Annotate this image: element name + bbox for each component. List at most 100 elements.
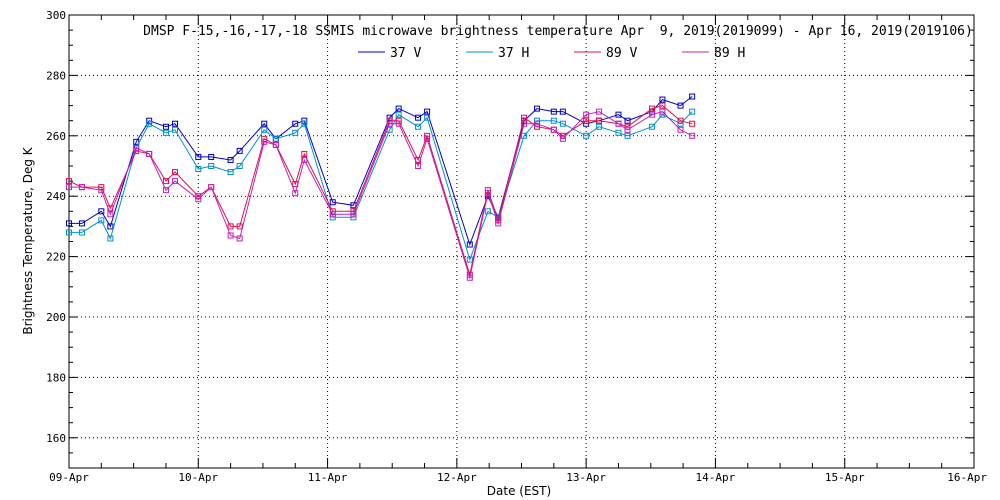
data-point-marker <box>162 129 169 136</box>
data-point-marker <box>534 123 541 130</box>
y-axis-title: Brightness Temperature, Deg K <box>21 146 35 334</box>
data-point-marker <box>386 114 393 121</box>
y-tick-label: 220 <box>46 251 66 264</box>
x-tick-label: 16-Apr <box>947 471 987 484</box>
data-point-marker <box>78 220 85 227</box>
data-point-marker <box>495 220 502 227</box>
data-point-marker <box>272 135 279 142</box>
data-point-marker <box>227 156 234 163</box>
data-point-marker <box>292 120 299 127</box>
data-point-marker <box>227 223 234 230</box>
data-point-marker <box>550 126 557 133</box>
data-point-marker <box>162 178 169 185</box>
series-line <box>68 105 693 277</box>
data-point-marker <box>583 117 590 124</box>
data-point-marker <box>98 187 105 194</box>
data-point-marker <box>583 132 590 139</box>
data-point-marker <box>208 184 215 191</box>
data-point-marker <box>195 153 202 160</box>
data-point-marker <box>172 169 179 176</box>
data-point-marker <box>172 126 179 133</box>
x-tick-label: 09-Apr <box>49 471 89 484</box>
series-37-h <box>66 108 696 263</box>
data-point-marker <box>550 108 557 115</box>
data-point-marker <box>415 163 422 169</box>
data-point-marker <box>66 220 72 227</box>
data-point-marker <box>689 108 696 115</box>
data-point-marker <box>272 141 279 148</box>
legend-label: 89 V <box>606 46 637 61</box>
data-point-marker <box>386 120 393 127</box>
series-89-h <box>66 108 696 281</box>
data-point-marker <box>146 150 153 157</box>
data-point-marker <box>133 138 140 145</box>
data-point-marker <box>261 120 268 127</box>
y-tick-label: 200 <box>46 311 66 324</box>
series-line <box>69 111 693 280</box>
y-tick-label: 180 <box>46 371 66 384</box>
data-point-marker <box>227 169 234 176</box>
data-point-marker <box>521 114 528 121</box>
data-point-marker <box>624 126 631 133</box>
data-point-marker <box>261 138 268 145</box>
data-point-marker <box>107 211 114 218</box>
data-point-marker <box>301 120 308 127</box>
data-point-marker <box>466 274 473 281</box>
y-tick-label: 280 <box>46 69 66 82</box>
grid-lines <box>69 15 974 468</box>
data-point-marker <box>66 184 72 191</box>
chart-title: DMSP F-15,-16,-17,-18 SSMIS microwave br… <box>143 24 973 39</box>
legend: 37 V 37 H 89 V 89 H <box>358 46 745 61</box>
data-point-marker <box>550 117 557 124</box>
data-point-marker <box>98 184 105 191</box>
data-point-marker <box>301 150 308 157</box>
data-point-marker <box>424 114 431 121</box>
data-point-marker <box>292 190 299 197</box>
data-point-marker <box>227 232 234 239</box>
data-point-marker <box>329 199 336 206</box>
data-point-marker <box>677 126 684 133</box>
data-point-marker <box>172 120 179 127</box>
data-point-marker <box>98 208 105 215</box>
data-point-marker <box>649 105 656 112</box>
series-line <box>69 111 693 262</box>
data-point-marker <box>329 214 336 221</box>
series-group <box>66 93 696 281</box>
data-point-marker <box>596 123 603 130</box>
data-point-marker <box>195 166 202 173</box>
data-point-marker <box>107 235 114 242</box>
data-point-marker <box>395 120 402 127</box>
x-tick-label: 11-Apr <box>308 471 348 484</box>
data-point-marker <box>292 129 299 136</box>
data-point-marker <box>466 256 473 263</box>
x-tick-label: 14-Apr <box>696 471 736 484</box>
data-point-marker <box>424 108 431 115</box>
data-point-marker <box>195 196 202 203</box>
data-point-marker <box>78 229 85 236</box>
data-point-marker <box>236 163 243 169</box>
x-tick-label: 10-Apr <box>178 471 218 484</box>
y-tick-label: 240 <box>46 190 66 203</box>
data-point-marker <box>649 123 656 130</box>
data-point-marker <box>236 235 243 242</box>
data-point-marker <box>624 132 631 139</box>
data-point-marker <box>133 144 140 151</box>
series-37-v <box>66 93 696 248</box>
data-point-marker <box>236 223 243 230</box>
data-point-marker <box>583 111 590 118</box>
data-point-marker <box>659 102 666 109</box>
y-tick-label: 300 <box>46 9 66 22</box>
data-point-marker <box>677 102 684 109</box>
data-point-marker <box>415 123 422 130</box>
data-point-marker <box>677 117 684 124</box>
data-point-marker <box>559 135 566 142</box>
data-point-marker <box>689 132 696 139</box>
data-point-marker <box>615 120 622 127</box>
data-point-marker <box>162 123 169 130</box>
data-point-marker <box>624 117 631 124</box>
data-point-marker <box>350 214 357 221</box>
data-point-marker <box>559 108 566 115</box>
x-tick-label: 15-Apr <box>825 471 865 484</box>
data-point-marker <box>559 120 566 127</box>
data-point-marker <box>424 135 431 142</box>
